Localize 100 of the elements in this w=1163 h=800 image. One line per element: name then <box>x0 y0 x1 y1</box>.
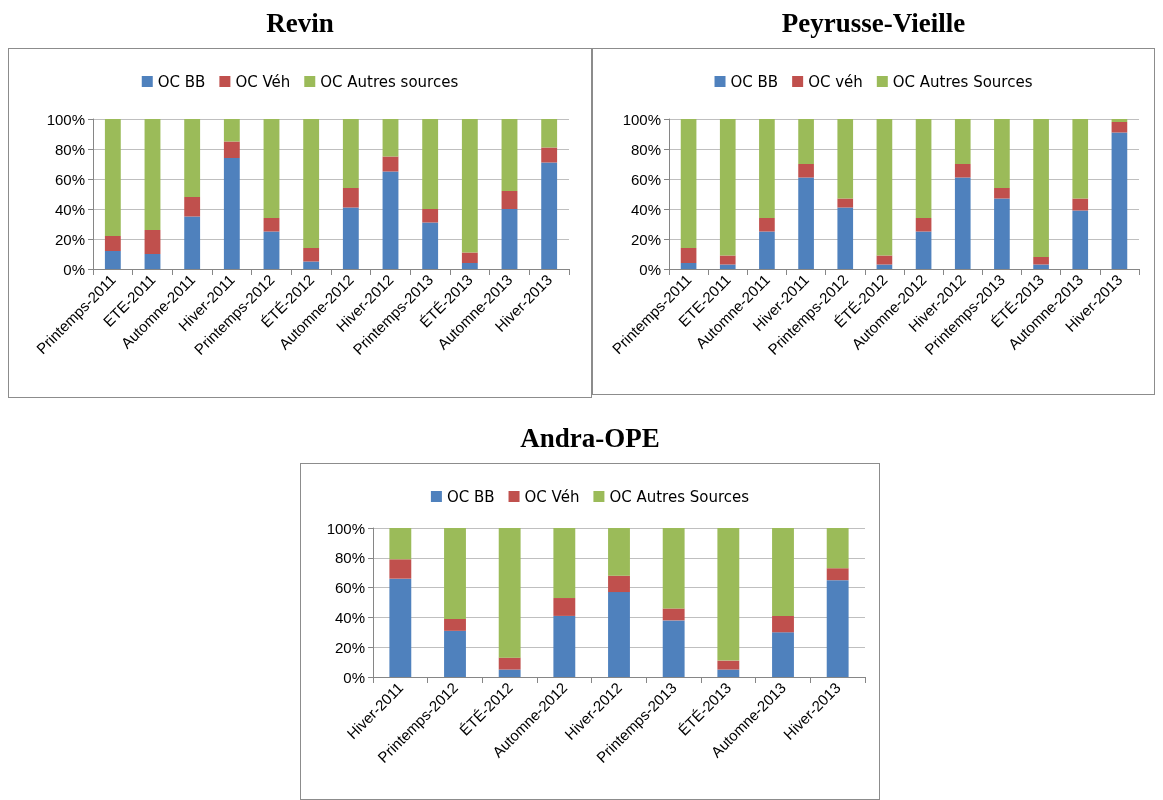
bar <box>342 119 359 188</box>
y-tick-label: 100% <box>622 110 661 128</box>
bar <box>915 218 932 232</box>
bar <box>798 119 814 164</box>
bar <box>1033 264 1049 269</box>
bar <box>826 528 849 569</box>
bar <box>303 248 320 262</box>
bar <box>461 263 478 269</box>
legend-label: OC BB <box>730 72 779 91</box>
bar <box>498 669 521 677</box>
bar <box>553 615 576 677</box>
bar <box>498 657 521 670</box>
bar <box>759 218 775 232</box>
legend-label: OC BB <box>446 487 495 506</box>
legend-label: OC Autres Sources <box>892 72 1033 91</box>
y-tick-label: 60% <box>334 579 365 597</box>
bar <box>759 231 775 269</box>
bar <box>223 119 240 142</box>
bar <box>608 528 630 576</box>
bar <box>303 261 320 269</box>
bar <box>1111 122 1128 133</box>
bar <box>954 164 971 178</box>
bar <box>422 209 439 223</box>
bar <box>541 147 558 163</box>
bar <box>680 263 697 269</box>
bar <box>717 528 740 661</box>
bar <box>263 231 280 269</box>
bar <box>798 177 814 269</box>
bar <box>342 207 359 269</box>
bar <box>1111 132 1128 269</box>
bar <box>719 119 736 256</box>
bar <box>680 119 697 248</box>
bar <box>876 119 893 256</box>
bar <box>954 119 971 164</box>
bar <box>772 615 794 633</box>
bar <box>1033 257 1049 265</box>
bar <box>994 198 1010 269</box>
bar <box>104 236 121 251</box>
chart-title: Revin <box>265 8 335 39</box>
bar <box>184 216 201 269</box>
bar <box>501 119 518 191</box>
legend-label: OC Véh <box>235 72 291 91</box>
bar <box>608 575 630 593</box>
bar <box>719 264 736 269</box>
chart-title: Peyrusse-Vieille <box>780 8 967 39</box>
bar <box>541 119 558 148</box>
y-tick-label: 20% <box>334 638 365 656</box>
bar <box>1111 119 1128 122</box>
bar <box>342 188 359 208</box>
bar <box>444 630 466 677</box>
bar <box>837 207 854 269</box>
bar <box>994 119 1010 188</box>
bar <box>422 119 439 209</box>
bar <box>826 568 849 581</box>
bar <box>422 222 439 269</box>
bar <box>954 177 971 269</box>
bar <box>389 528 412 560</box>
bar <box>184 197 201 217</box>
y-tick-label: 60% <box>54 170 85 188</box>
bar <box>662 528 685 609</box>
bar <box>444 528 466 619</box>
bar <box>1072 198 1089 211</box>
chart-title: Andra-OPE <box>519 423 661 454</box>
bar <box>826 580 849 677</box>
bar <box>263 218 280 232</box>
bar <box>104 119 121 236</box>
bar <box>223 158 240 269</box>
legend-label: OC véh <box>808 72 863 91</box>
bar <box>994 188 1010 199</box>
bar <box>759 119 775 218</box>
bar <box>717 669 740 677</box>
bar <box>382 156 399 172</box>
y-tick-label: 100% <box>46 110 85 128</box>
y-tick-label: 40% <box>54 200 85 218</box>
bar <box>772 528 794 616</box>
bar <box>501 209 518 269</box>
bar <box>680 248 697 263</box>
legend-label: OC Véh <box>524 487 580 506</box>
bar <box>144 119 161 230</box>
bar <box>444 618 466 631</box>
bar <box>717 660 740 670</box>
bar <box>382 119 399 157</box>
y-tick-label: 20% <box>54 230 85 248</box>
bar <box>772 632 794 677</box>
bar <box>382 171 399 269</box>
y-tick-label: 100% <box>326 519 365 537</box>
bar <box>223 141 240 158</box>
bar <box>837 119 854 199</box>
y-tick-label: 0% <box>63 260 85 278</box>
legend-label: OC BB <box>157 72 206 91</box>
legend-label: OC Autres sources <box>320 72 459 91</box>
bar <box>837 198 854 208</box>
y-tick-label: 80% <box>54 140 85 158</box>
bar <box>184 119 201 197</box>
bar <box>608 592 630 677</box>
bar <box>1072 210 1089 269</box>
bar <box>104 251 121 269</box>
bar <box>461 252 478 263</box>
bar <box>144 230 161 254</box>
y-tick-label: 80% <box>334 549 365 567</box>
